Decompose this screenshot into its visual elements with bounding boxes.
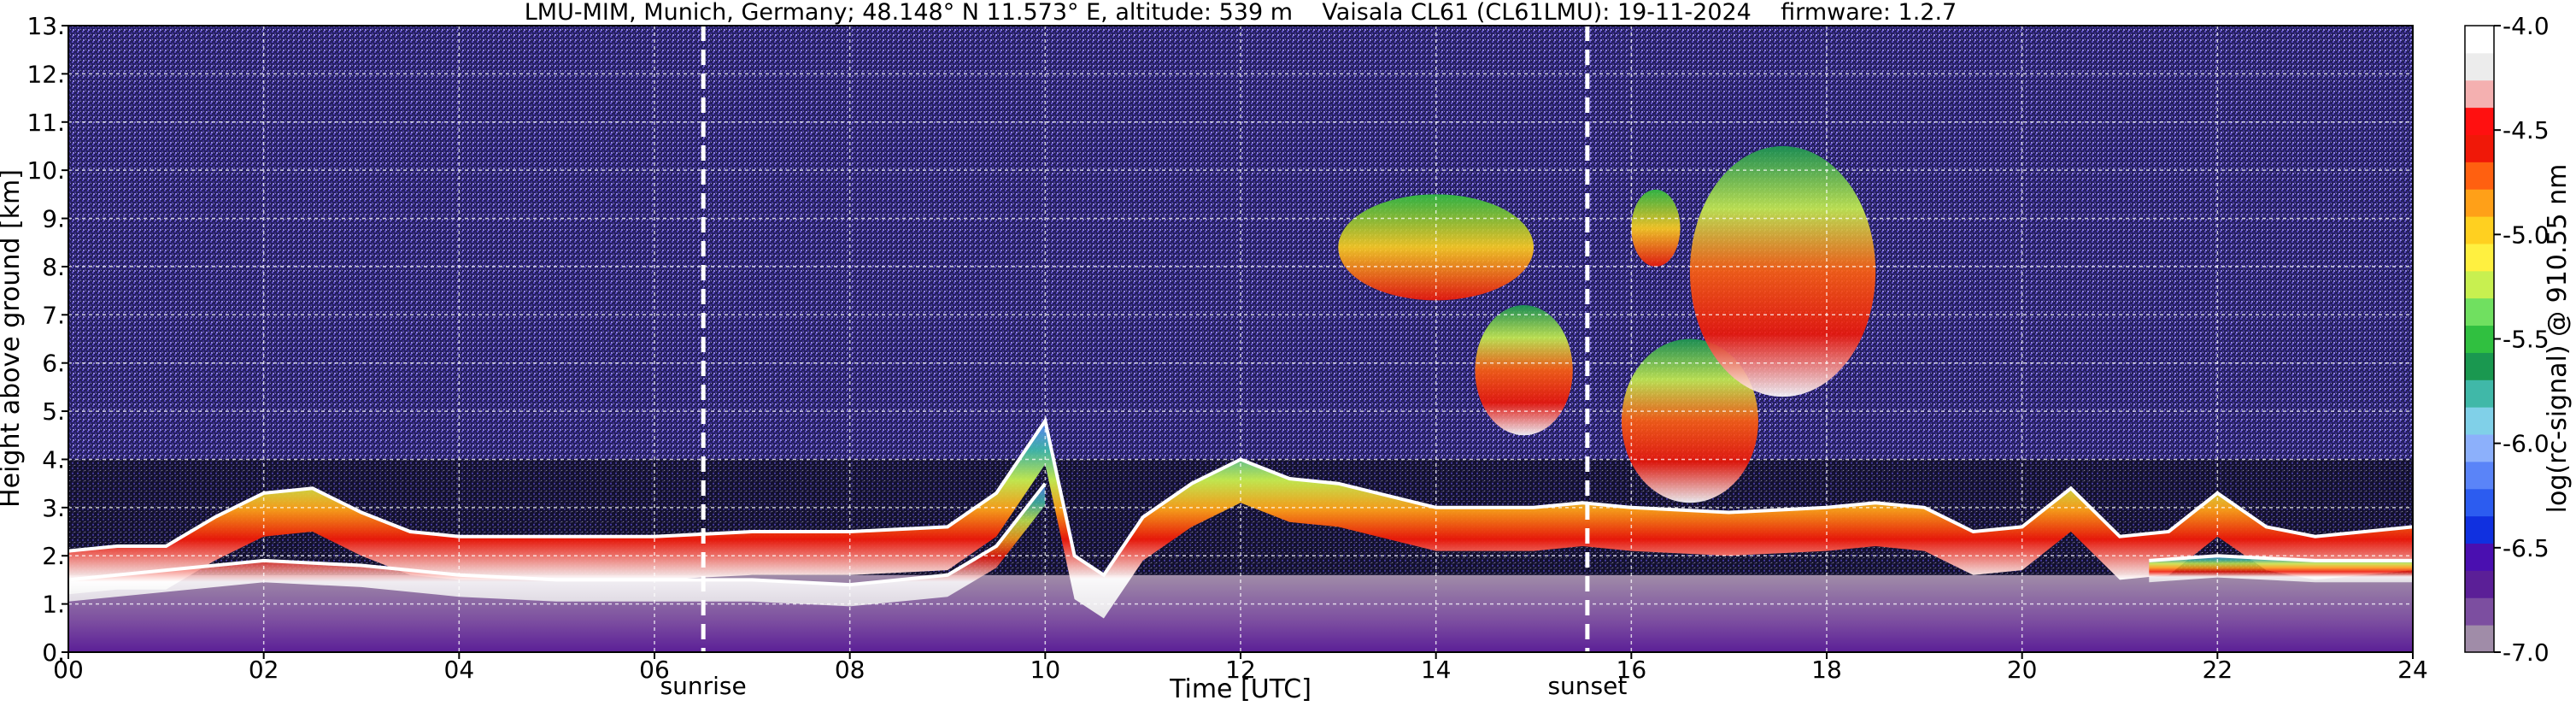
cloud-upper-cloud <box>1689 145 1876 397</box>
sunrise-label: sunrise <box>660 672 747 700</box>
y-tick-label: 7. <box>42 301 65 329</box>
colorbar-tick-label: -6.5 <box>2503 534 2550 562</box>
cloud-mid-level-cloud-B <box>1621 338 1758 503</box>
chart-title: LMU-MIM, Munich, Germany; 48.148° N 11.5… <box>524 0 1957 26</box>
colorbar-tick-label: -5.0 <box>2503 221 2550 249</box>
colorbar-swatch <box>2465 597 2494 626</box>
x-tick-label: 06 <box>639 656 670 684</box>
colorbar-swatch <box>2465 488 2494 517</box>
event-lines: sunrise sunset <box>660 26 1627 700</box>
x-tick-label: 08 <box>835 656 866 684</box>
grid-lines <box>67 25 2414 653</box>
colorbar-swatch <box>2465 352 2494 380</box>
colorbar-swatch <box>2465 625 2494 653</box>
x-tick-label: 24 <box>2397 656 2428 684</box>
colorbar-swatch <box>2465 216 2494 244</box>
sunset-label: sunset <box>1547 672 1627 700</box>
y-axis-ticks: 0. 1. 2. 3. 4. 5. 6. 7. 8. 9. 10. 11. 12. 13. <box>26 12 68 667</box>
x-tick-label: 16 <box>1617 656 1647 684</box>
colorbar-swatch <box>2465 189 2494 217</box>
x-tick-label: 00 <box>53 656 84 684</box>
y-tick-label: 0. <box>42 638 65 667</box>
y-tick-label: 11. <box>26 109 65 137</box>
colorbar-swatch <box>2465 52 2494 81</box>
y-tick-label: 2. <box>42 542 65 570</box>
colorbar-tick-label: -4.0 <box>2503 12 2550 40</box>
colorbar-swatch <box>2465 270 2494 299</box>
layer-top-line <box>68 482 1047 587</box>
layer-low-cloud-base <box>68 483 1046 607</box>
colorbar-swatch <box>2465 379 2494 408</box>
colorbar-swatch <box>2465 407 2494 435</box>
colorbar-tick-label: -5.5 <box>2503 326 2550 354</box>
colorbar-swatch <box>2465 434 2494 462</box>
colorbar-tick-label: -4.5 <box>2503 116 2550 144</box>
cloud-cirrus-2 <box>1631 189 1681 267</box>
colorbar-swatch <box>2465 107 2494 135</box>
colorbar-swatch <box>2465 543 2494 571</box>
colorbar-swatch <box>2465 162 2494 190</box>
x-axis-label: Time [UTC] <box>1169 674 1311 704</box>
y-tick-label: 5. <box>42 397 65 426</box>
layer-top-line <box>2149 554 2413 562</box>
colorbar-swatch <box>2465 26 2494 54</box>
x-tick-label: 18 <box>1811 656 1842 684</box>
y-tick-label: 3. <box>42 494 65 522</box>
x-axis-ticks: 00 02 04 06 08 10 12 14 16 18 20 22 24 <box>53 652 2428 684</box>
y-tick-label: 1. <box>42 591 65 619</box>
x-tick-label: 04 <box>444 656 475 684</box>
layer-residual-layer <box>2149 556 2413 583</box>
colorbar-swatch <box>2465 570 2494 598</box>
x-tick-label: 14 <box>1421 656 1452 684</box>
x-tick-label: 22 <box>2203 656 2233 684</box>
colorbar-label: log(rc-signal) @ 910.55 nm <box>2543 164 2573 514</box>
colorbar-swatch <box>2465 515 2494 544</box>
colorbar-swatch <box>2465 297 2494 327</box>
cloud-mid-level-cloud-A <box>1475 305 1573 436</box>
colorbar-tick-label: -7.0 <box>2503 638 2550 667</box>
y-tick-label: 9. <box>42 205 65 233</box>
y-tick-label: 4. <box>42 445 65 474</box>
y-axis-label: Height above ground [km] <box>0 169 26 508</box>
y-tick-label: 6. <box>42 350 65 378</box>
colorbar-swatch <box>2465 325 2494 353</box>
x-tick-label: 02 <box>249 656 279 684</box>
colorbar-tick-label: -6.0 <box>2503 430 2550 458</box>
y-tick-label: 13. <box>26 12 65 40</box>
colorbar: -4.0 -4.5 -5.0 -5.5 -6.0 -6.5 -7.0 <box>2464 12 2550 667</box>
colorbar-swatch <box>2465 134 2494 162</box>
colorbar-swatch <box>2465 243 2494 272</box>
y-tick-label: 10. <box>26 156 65 185</box>
x-tick-label: 10 <box>1030 656 1061 684</box>
colorbar-swatch <box>2465 461 2494 490</box>
cloud-regions <box>1338 145 1876 503</box>
y-tick-label: 8. <box>42 253 65 281</box>
plot-area <box>68 26 2413 652</box>
x-tick-label: 12 <box>1225 656 1256 684</box>
y-tick-label: 12. <box>26 60 65 88</box>
x-tick-label: 20 <box>2007 656 2038 684</box>
colorbar-swatch <box>2465 79 2494 109</box>
